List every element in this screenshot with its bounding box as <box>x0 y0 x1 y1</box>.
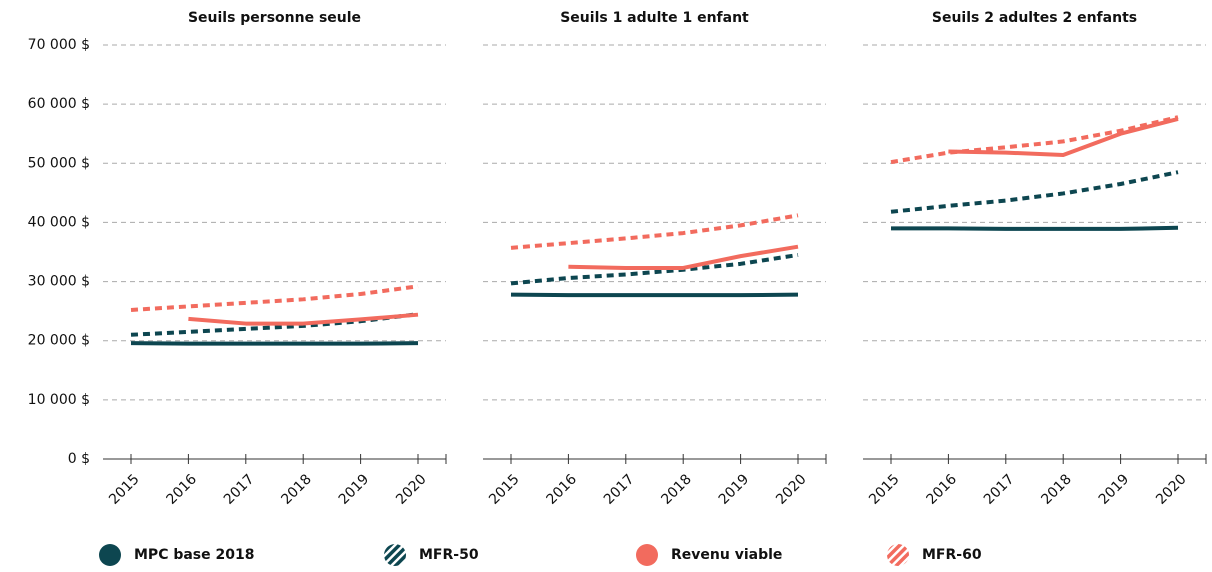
line-series <box>130 284 419 312</box>
y-tick-label: 20 000 $ <box>28 333 90 349</box>
legend-swatch <box>636 544 658 566</box>
x-tick-label: 2018 <box>278 471 315 508</box>
legend-swatch <box>99 544 121 566</box>
x-tick-label: 2020 <box>773 471 810 508</box>
y-tick-label: 0 $ <box>68 451 90 467</box>
line-series <box>890 170 1179 214</box>
legend-label: MFR-60 <box>922 547 982 563</box>
x-tick-label: 2015 <box>486 471 523 508</box>
legend-label: MPC base 2018 <box>134 547 254 563</box>
x-tick-label: 2017 <box>601 471 638 508</box>
x-tick-label: 2019 <box>1096 471 1133 508</box>
x-tick-label: 2017 <box>221 471 258 508</box>
line-series <box>890 115 1179 165</box>
line-series <box>948 116 1179 158</box>
x-tick-label: 2020 <box>1153 471 1190 508</box>
x-tick-label: 2016 <box>924 471 961 508</box>
x-tick-label: 2018 <box>1038 471 1075 508</box>
x-tick-label: 2015 <box>866 471 903 508</box>
y-tick-label: 30 000 $ <box>28 274 90 290</box>
x-tick-label: 2018 <box>658 471 695 508</box>
legend-swatch <box>887 544 909 566</box>
y-tick-label: 60 000 $ <box>28 96 90 112</box>
legend-label: MFR-50 <box>419 547 479 563</box>
line-series <box>891 225 1179 231</box>
line-series <box>568 244 799 270</box>
panel-title: Seuils personne seule <box>188 10 361 26</box>
line-series <box>188 312 419 326</box>
x-tick-label: 2019 <box>336 471 373 508</box>
x-tick-label: 2016 <box>164 471 201 508</box>
x-tick-label: 2017 <box>981 471 1018 508</box>
x-tick-label: 2015 <box>106 471 143 508</box>
line-series <box>510 252 799 286</box>
x-tick-label: 2020 <box>393 471 430 508</box>
y-tick-label: 40 000 $ <box>28 214 90 230</box>
panel-title: Seuils 1 adulte 1 enfant <box>560 10 749 26</box>
line-series <box>510 292 799 298</box>
x-tick-label: 2016 <box>544 471 581 508</box>
legend-label: Revenu viable <box>671 547 782 563</box>
legend-swatch <box>384 544 406 566</box>
line-series <box>130 341 419 346</box>
y-tick-label: 50 000 $ <box>28 155 90 171</box>
y-tick-label: 70 000 $ <box>28 37 90 53</box>
line-series <box>510 213 799 250</box>
y-tick-label: 10 000 $ <box>28 392 90 408</box>
panel-title: Seuils 2 adultes 2 enfants <box>932 10 1137 26</box>
x-tick-label: 2019 <box>716 471 753 508</box>
